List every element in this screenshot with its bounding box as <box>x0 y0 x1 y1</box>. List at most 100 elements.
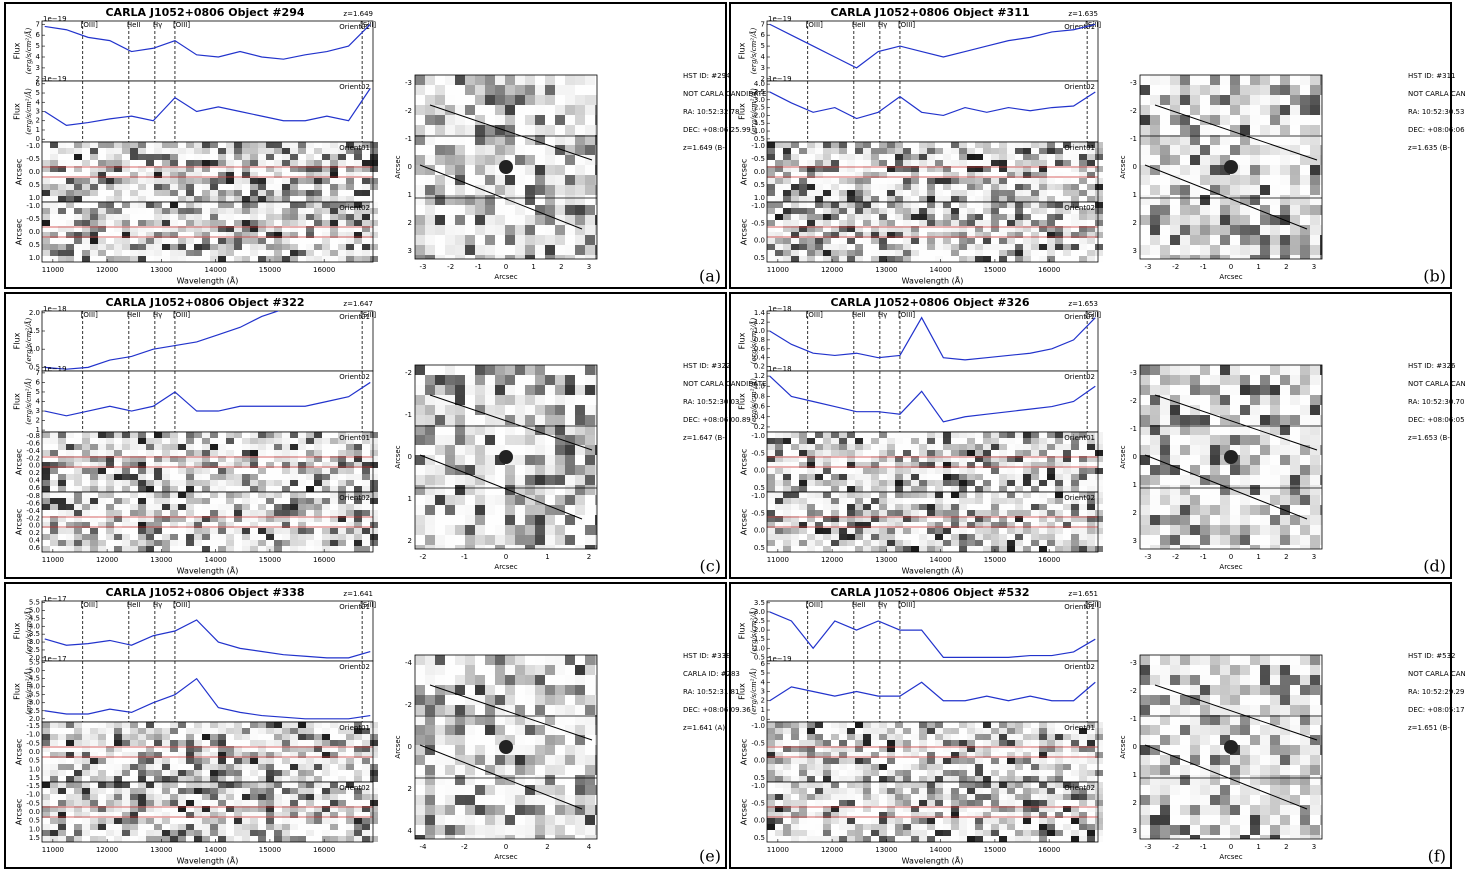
pixel <box>525 395 535 405</box>
pixel <box>370 244 378 250</box>
pixel <box>298 456 306 462</box>
pixel <box>967 166 975 172</box>
pixel <box>967 142 975 148</box>
plot-frame <box>41 310 374 372</box>
pixel <box>1210 105 1220 115</box>
pixel <box>585 425 595 435</box>
pixel <box>855 534 863 540</box>
pixel <box>98 480 106 486</box>
pixel <box>90 250 98 256</box>
pixel <box>1047 172 1055 178</box>
pixel <box>967 528 975 534</box>
pixel <box>991 540 999 546</box>
pixel <box>1270 185 1280 195</box>
pixel <box>855 172 863 178</box>
pixel <box>767 196 775 202</box>
pixel <box>783 486 791 492</box>
pixel <box>863 190 871 196</box>
pixel <box>855 450 863 456</box>
arcsec-tick-label: 0.6 <box>29 544 41 552</box>
pixel <box>951 540 959 546</box>
pixel <box>847 208 855 214</box>
pixel <box>999 522 1007 528</box>
pixel <box>130 244 138 250</box>
pixel <box>1170 215 1180 225</box>
pixel <box>535 425 545 435</box>
cutout-image <box>1140 365 1322 549</box>
pixel <box>959 510 967 516</box>
pixel <box>1140 375 1150 385</box>
pixel <box>575 85 585 95</box>
pixel <box>455 85 465 95</box>
pixel <box>210 492 218 498</box>
pixel <box>330 516 338 522</box>
pixel <box>485 145 495 155</box>
pixel <box>495 475 505 485</box>
pixel <box>799 432 807 438</box>
pixel <box>1290 245 1300 255</box>
line-name: [OIII] <box>806 21 823 29</box>
pixel <box>515 255 525 259</box>
pixel <box>282 528 290 534</box>
pixel <box>1079 540 1087 546</box>
pixel <box>1087 462 1095 468</box>
pixel <box>475 85 485 95</box>
pixel <box>1290 125 1300 135</box>
pixel <box>106 208 114 214</box>
pixel <box>1047 474 1055 480</box>
pixel <box>999 202 1007 208</box>
pixel <box>585 205 595 215</box>
pixel <box>775 504 783 510</box>
pixel <box>370 528 378 534</box>
pixel <box>445 365 455 375</box>
pixel <box>146 486 154 492</box>
pixel <box>1290 395 1300 405</box>
pixel <box>445 525 455 535</box>
pixel <box>887 154 895 160</box>
pixel <box>218 148 226 154</box>
pixel <box>485 385 495 395</box>
pixel <box>282 232 290 238</box>
pixel <box>1055 208 1063 214</box>
pixel <box>170 208 178 214</box>
pixel <box>975 196 983 202</box>
y-tick-label: 4 <box>36 98 41 106</box>
pixel <box>575 365 585 375</box>
pixel <box>234 178 242 184</box>
pixel <box>90 432 98 438</box>
pixel <box>465 205 475 215</box>
pixel <box>879 456 887 462</box>
pixel <box>919 498 927 504</box>
pixel <box>465 365 475 375</box>
pixel <box>338 244 346 250</box>
pixel <box>855 498 863 504</box>
pixel <box>194 154 202 160</box>
pixel <box>202 238 210 244</box>
pixel <box>1095 250 1103 256</box>
pixel <box>927 178 935 184</box>
pixel <box>967 154 975 160</box>
pixel <box>290 498 298 504</box>
pixel <box>919 244 927 250</box>
pixel <box>42 160 50 166</box>
pixel <box>445 85 455 95</box>
pixel <box>290 202 298 208</box>
pixel <box>186 456 194 462</box>
pixel <box>362 528 370 534</box>
pixel <box>943 486 951 492</box>
pixel <box>122 160 130 166</box>
pixel <box>218 208 226 214</box>
pixel <box>525 445 535 455</box>
pixel <box>887 456 895 462</box>
pixel <box>82 214 90 220</box>
pixel <box>362 190 370 196</box>
y-tick-label: 0.4 <box>754 354 766 362</box>
pixel <box>186 444 194 450</box>
pixel <box>839 208 847 214</box>
pixel <box>1047 202 1055 208</box>
pixel <box>967 486 975 492</box>
pixel <box>823 220 831 226</box>
pixel <box>138 456 146 462</box>
pixel <box>338 226 346 232</box>
pixel <box>839 474 847 480</box>
